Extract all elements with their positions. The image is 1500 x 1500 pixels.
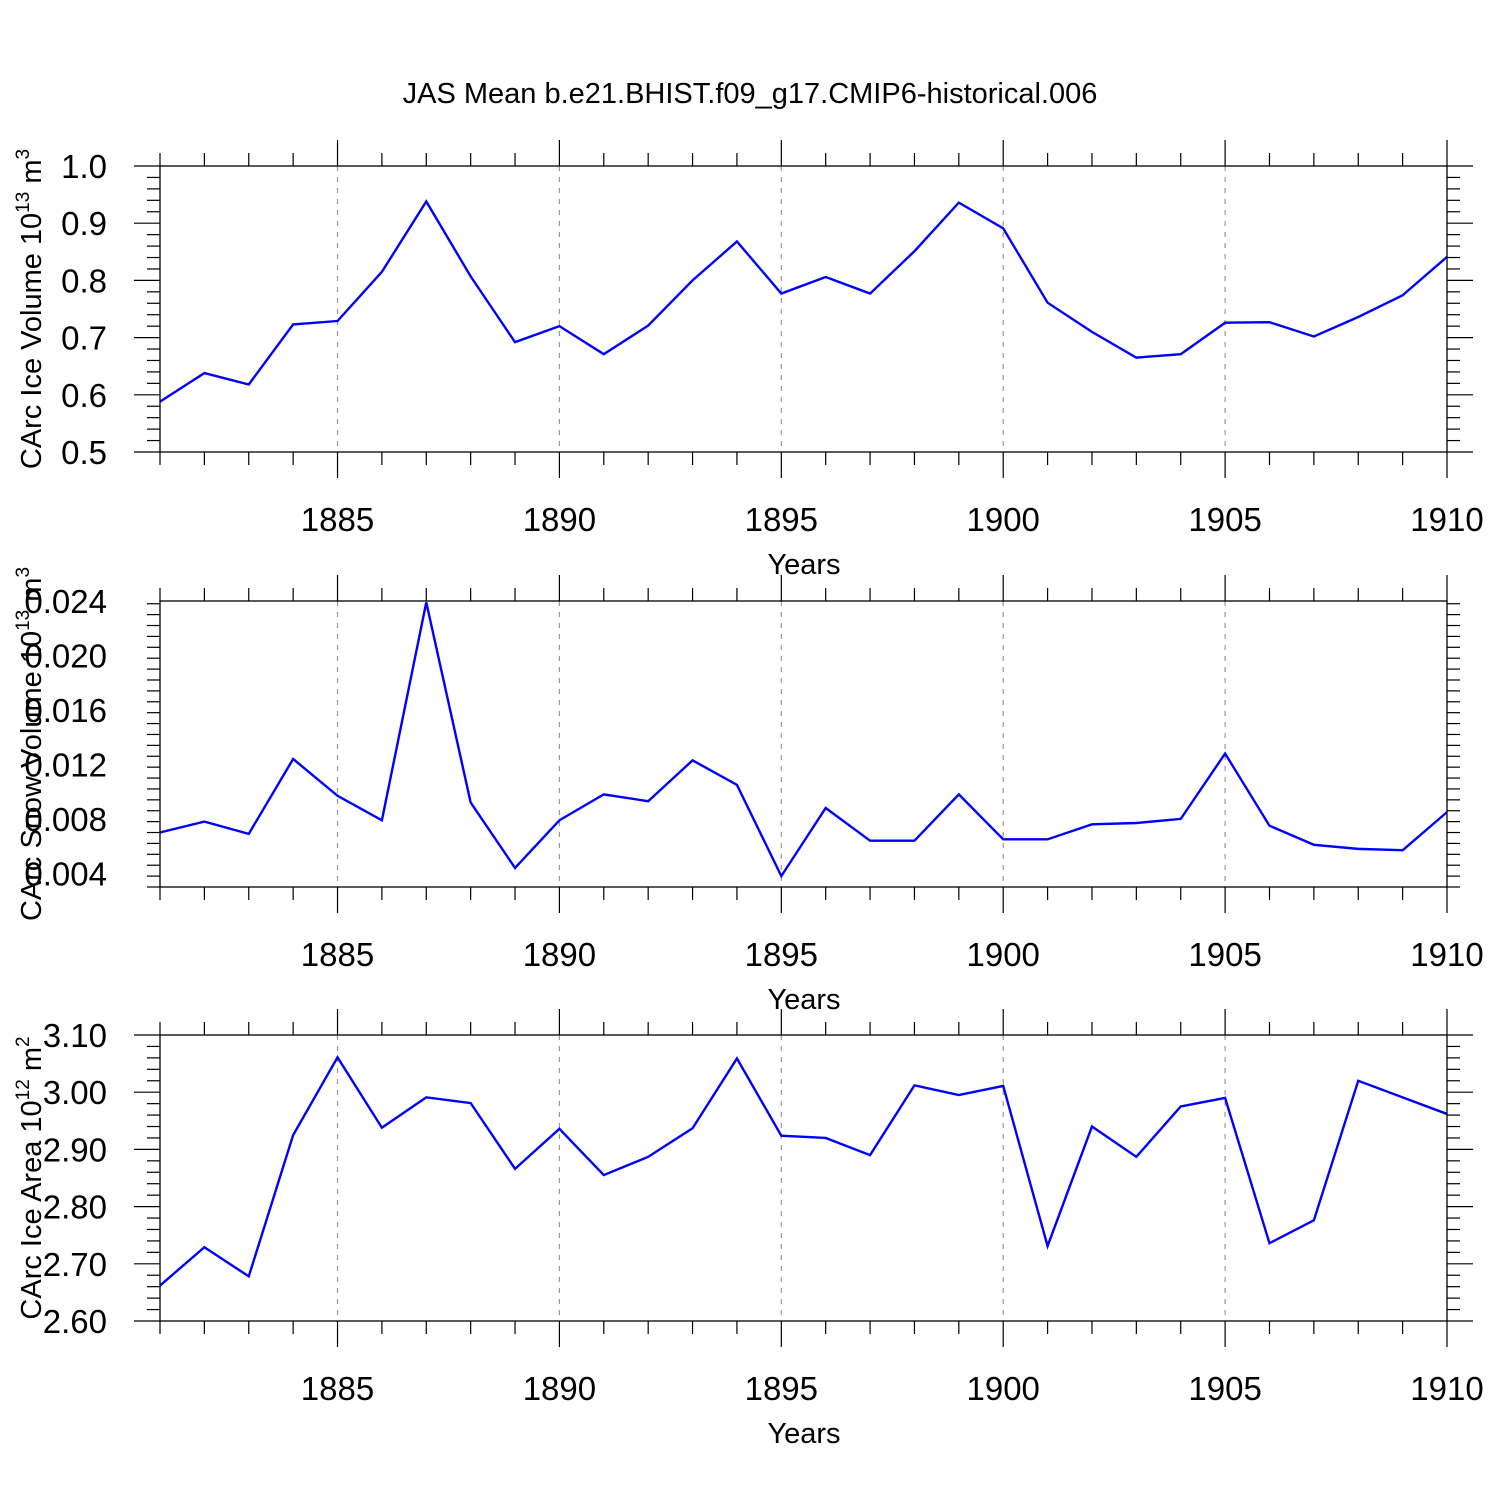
- chart-title: JAS Mean b.e21.BHIST.f09_g17.CMIP6-histo…: [403, 78, 1098, 110]
- x-tick-label: 1905: [1188, 936, 1261, 973]
- y-axis-label: CArc Ice Area 1012 m2: [13, 1036, 48, 1319]
- y-tick-label: 0.016: [24, 692, 107, 729]
- y-axis-label-unit: m: [16, 1047, 48, 1079]
- y-axis-label-text: CArc Ice Volume 10: [16, 213, 48, 469]
- x-tick-label: 1885: [301, 936, 374, 973]
- y-tick-label: 2.70: [43, 1246, 107, 1283]
- y-tick-label: 3.10: [43, 1017, 107, 1054]
- x-tick-label: 1905: [1188, 1370, 1261, 1407]
- x-tick-label: 1900: [966, 936, 1039, 973]
- panel-1: 1885 1890 1895 1900 1905 1910 Years 0.5 0.6 0.7 0.…: [13, 140, 1484, 581]
- y-tick-label: 2.60: [43, 1303, 107, 1340]
- y-tick-label: 0.6: [61, 377, 107, 414]
- y-axis-label-exp: 13: [13, 610, 34, 631]
- series-line: [160, 602, 1447, 879]
- x-axis-label: Years: [767, 549, 840, 581]
- x-tick-label: 1900: [966, 501, 1039, 538]
- y-tick-label: 0.9: [61, 205, 107, 242]
- y-axis-label-unit-exp: 3: [13, 149, 34, 160]
- y-tick-label: 0.012: [24, 746, 107, 783]
- x-tick-label: 1895: [745, 501, 818, 538]
- y-tick-label: 0.8: [61, 262, 107, 299]
- plot-frame: [159, 1034, 1448, 1322]
- x-tick-label: 1900: [966, 1370, 1039, 1407]
- y-axis-label-exp: 13: [13, 192, 34, 213]
- x-axis-label: Years: [767, 984, 840, 1016]
- y-tick-label: 2.90: [43, 1131, 107, 1168]
- y-tick-label: 0.5: [61, 434, 107, 471]
- x-tick-label: 1895: [745, 936, 818, 973]
- x-tick-label: 1890: [523, 936, 596, 973]
- y-tick-label: 0.008: [24, 801, 107, 838]
- y-tick-label: 2.80: [43, 1189, 107, 1226]
- x-tick-label: 1910: [1410, 501, 1483, 538]
- y-tick-label: 0.004: [24, 855, 107, 892]
- y-axis-label: CArc Snow Volume 1013 m3: [13, 567, 48, 921]
- y-tick-label: 0.024: [24, 583, 107, 620]
- x-tick-label: 1890: [523, 1370, 596, 1407]
- x-tick-label: 1910: [1410, 936, 1483, 973]
- panel-3: 1885 1890 1895 1900 1905 1910 Years 2.60 2.70 2.8…: [13, 1009, 1484, 1450]
- y-axis-label-unit-exp: 3: [13, 567, 34, 578]
- panel-2: 1885 1890 1895 1900 1905 1910 Years 0.004 0.008 0…: [13, 567, 1484, 1016]
- y-axis-label-text: CArc Snow Volume 10: [16, 631, 48, 921]
- series-line: [160, 1054, 1447, 1287]
- x-axis-label: Years: [767, 1418, 840, 1450]
- y-axis-label: CArc Ice Volume 1013 m3: [13, 149, 48, 469]
- y-axis-label-unit-exp: 2: [13, 1036, 34, 1047]
- x-tick-label: 1885: [301, 501, 374, 538]
- y-tick-label: 0.7: [61, 320, 107, 357]
- y-axis-label-unit: m: [16, 578, 48, 610]
- x-tick-label: 1890: [523, 501, 596, 538]
- x-tick-label: 1905: [1188, 501, 1261, 538]
- x-tick-label: 1910: [1410, 1370, 1483, 1407]
- y-tick-label: 0.020: [24, 637, 107, 674]
- series-line: [160, 199, 1447, 403]
- y-axis-label-unit: m: [16, 159, 48, 191]
- y-axis-label-exp: 12: [13, 1079, 34, 1100]
- x-tick-label: 1895: [745, 1370, 818, 1407]
- y-axis-label-text: CArc Ice Area 10: [16, 1100, 48, 1319]
- y-tick-label: 1.0: [61, 148, 107, 185]
- y-tick-label: 3.00: [43, 1074, 107, 1111]
- plot-frame: [159, 600, 1448, 888]
- x-tick-label: 1885: [301, 1370, 374, 1407]
- plot-frame: [159, 165, 1448, 453]
